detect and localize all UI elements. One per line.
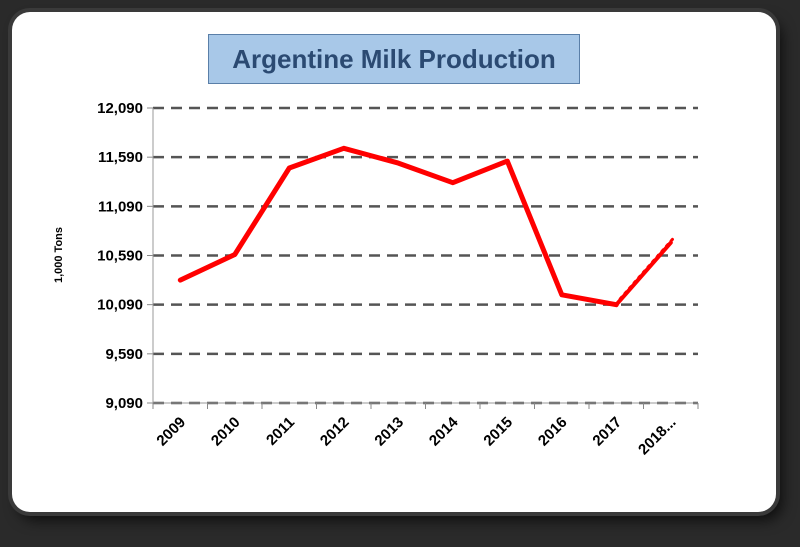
x-tick-label: 2016 xyxy=(535,414,571,450)
y-tick-label: 10,590 xyxy=(97,248,143,265)
x-tick-label: 2015 xyxy=(480,414,516,450)
y-tick-label: 12,090 xyxy=(97,100,143,117)
chart-title: Argentine Milk Production xyxy=(208,34,580,84)
series-line xyxy=(177,145,619,308)
y-tick-label: 10,090 xyxy=(97,297,143,314)
x-tick-label: 2010 xyxy=(208,414,244,450)
y-tick-label: 9,090 xyxy=(105,395,143,412)
series-line-projection-dots xyxy=(618,235,677,301)
x-tick-label: 2014 xyxy=(426,413,462,449)
y-tick-label: 9,590 xyxy=(105,346,143,363)
y-axis-label: 1,000 Tons xyxy=(53,227,65,283)
x-tick-label: 2017 xyxy=(589,414,625,450)
chart-card xyxy=(12,12,776,512)
y-tick-label: 11,090 xyxy=(98,198,143,215)
x-tick-label: 2013 xyxy=(371,414,407,450)
y-tick-label: 11,590 xyxy=(98,149,143,166)
x-tick-label: 2011 xyxy=(263,414,298,449)
x-tick-label: 2012 xyxy=(317,414,353,450)
x-tick-label: 2018... xyxy=(635,414,679,458)
x-tick-label: 2009 xyxy=(153,414,189,450)
